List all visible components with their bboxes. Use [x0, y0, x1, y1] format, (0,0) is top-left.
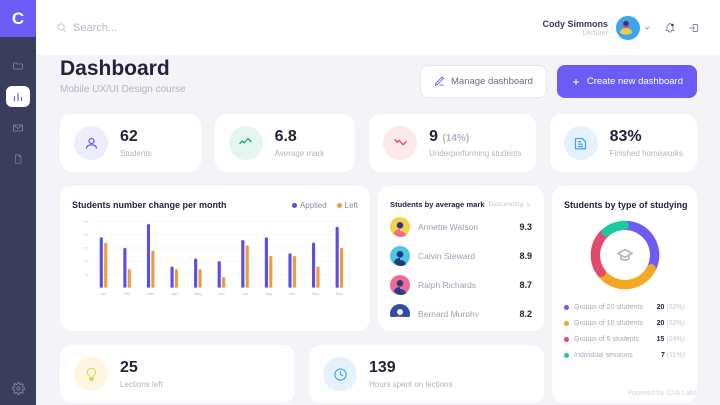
- svg-text:Jan: Jan: [100, 291, 106, 296]
- svg-text:Nov: Nov: [312, 291, 319, 296]
- svg-text:5: 5: [86, 273, 88, 277]
- svg-text:25: 25: [84, 220, 88, 224]
- svg-text:Dec: Dec: [336, 291, 343, 296]
- svg-text:20: 20: [84, 233, 88, 237]
- svg-text:Jun: Jun: [218, 291, 224, 296]
- svg-text:15: 15: [84, 246, 88, 250]
- svg-text:Feb: Feb: [124, 291, 132, 296]
- svg-text:Mar: Mar: [147, 291, 154, 296]
- svg-text:Apr: Apr: [171, 291, 178, 296]
- svg-text:Jul: Jul: [243, 291, 248, 296]
- svg-text:Oct: Oct: [289, 291, 296, 296]
- svg-text:May: May: [194, 291, 201, 296]
- svg-text:10: 10: [84, 260, 88, 264]
- svg-text:Sep: Sep: [265, 291, 273, 296]
